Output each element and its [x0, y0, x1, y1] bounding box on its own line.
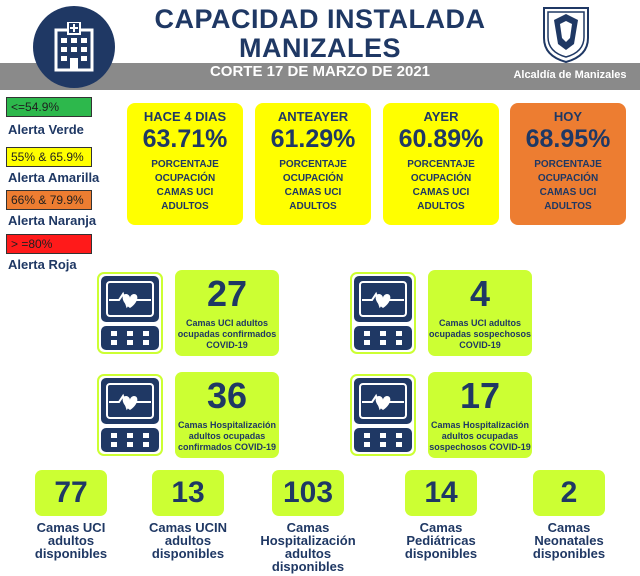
occupancy-value: 63.71%: [142, 125, 228, 153]
page-title-city: MANIZALES: [239, 33, 401, 63]
stat-hosp-confirmed: 36 Camas Hospitalización adultos ocupadas…: [175, 372, 279, 458]
org-name: Alcaldía de Manizales: [513, 69, 627, 81]
available-uci-value: 77: [35, 470, 107, 516]
legend-red-label: Alerta Roja: [8, 257, 77, 272]
legend-green-label: Alerta Verde: [8, 122, 84, 137]
occupancy-value: 61.29%: [270, 125, 356, 153]
occupancy-card-day-before-yesterday: ANTEAYER 61.29% PORCENTAJE OCUPACIÓN CAMAS…: [255, 103, 371, 225]
stat-uci-confirmed: 27 Camas UCI adultos ocupadas confirmados…: [175, 270, 279, 356]
heart-monitor-icon: [97, 272, 163, 354]
heart-monitor-icon: [97, 374, 163, 456]
stat-uci-suspected: 4 Camas UCI adultos ocupadas sospechosos C…: [428, 270, 532, 356]
occupancy-period: HOY: [553, 109, 583, 124]
available-neonatal-label: Camas Neonatales disponibles: [532, 520, 606, 561]
stat-value: 17: [459, 375, 501, 416]
hospital-building-icon: [33, 6, 115, 88]
stat-text: Camas UCI adultos ocupadas sospechosos COV…: [428, 318, 532, 350]
available-uci-label: Camas UCI adultos disponibles: [34, 520, 108, 561]
stat-value: 4: [469, 273, 491, 314]
occupancy-desc: PORCENTAJE OCUPACIÓN CAMAS UCI ADULTOS: [534, 159, 602, 212]
header: CAPACIDAD INSTALADA MANIZALES CORTE 17 D…: [0, 0, 640, 92]
occupancy-desc: PORCENTAJE OCUPACIÓN CAMAS UCI ADULTOS: [407, 159, 475, 212]
heart-monitor-icon: [350, 374, 416, 456]
legend-orange-range: 66% & 79.9%: [6, 190, 92, 210]
heart-monitor-icon: [350, 272, 416, 354]
occupancy-period: HACE 4 DIAS: [143, 109, 227, 124]
available-hosp-value: 103: [272, 470, 344, 516]
available-ucin-label: Camas UCIN adultos disponibles: [148, 520, 228, 561]
legend-red-range: > =80%: [6, 234, 92, 254]
available-pediatric-value: 14: [405, 470, 477, 516]
stat-value: 36: [206, 375, 248, 416]
occupancy-value: 68.95%: [525, 125, 611, 153]
occupancy-desc: PORCENTAJE OCUPACIÓN CAMAS UCI ADULTOS: [279, 159, 347, 212]
occupancy-card-today: HOY 68.95% PORCENTAJE OCUPACIÓN CAMAS UCI A…: [510, 103, 626, 225]
page-title: CAPACIDAD INSTALADA: [154, 4, 486, 34]
legend-yellow-range: 55% & 65.9%: [6, 147, 92, 167]
available-hosp-label: Camas Hospitalización adultos disponibles: [260, 520, 356, 574]
coat-of-arms-icon: [543, 7, 589, 64]
legend-green-range: <=54.9%: [6, 97, 92, 117]
occupancy-period: ANTEAYER: [277, 109, 349, 124]
occupancy-value: 60.89%: [398, 125, 484, 153]
stat-text: Camas UCI adultos ocupadas confirmados COV…: [177, 318, 277, 350]
occupancy-card-yesterday: AYER 60.89% PORCENTAJE OCUPACIÓN CAMAS UCI…: [383, 103, 499, 225]
stat-text: Camas Hospitalización adultos ocupadas sos…: [429, 420, 531, 452]
legend-orange-label: Alerta Naranja: [8, 213, 97, 228]
occupancy-card-4-days-ago: HACE 4 DIAS 63.71% PORCENTAJE OCUPACIÓN CA…: [127, 103, 243, 225]
cutoff-date: CORTE 17 DE MARZO DE 2021: [209, 63, 431, 80]
stat-text: Camas Hospitalización adultos ocupadas con…: [177, 420, 277, 452]
stat-value: 27: [206, 273, 248, 314]
available-pediatric-label: Camas Pediátricas disponibles: [404, 520, 478, 561]
legend-yellow-label: Alerta Amarilla: [8, 170, 100, 185]
occupancy-desc: PORCENTAJE OCUPACIÓN CAMAS UCI ADULTOS: [151, 159, 219, 212]
stat-hosp-suspected: 17 Camas Hospitalización adultos ocupadas…: [428, 372, 532, 458]
available-ucin-value: 13: [152, 470, 224, 516]
available-neonatal-value: 2: [533, 470, 605, 516]
occupancy-period: AYER: [423, 109, 459, 124]
